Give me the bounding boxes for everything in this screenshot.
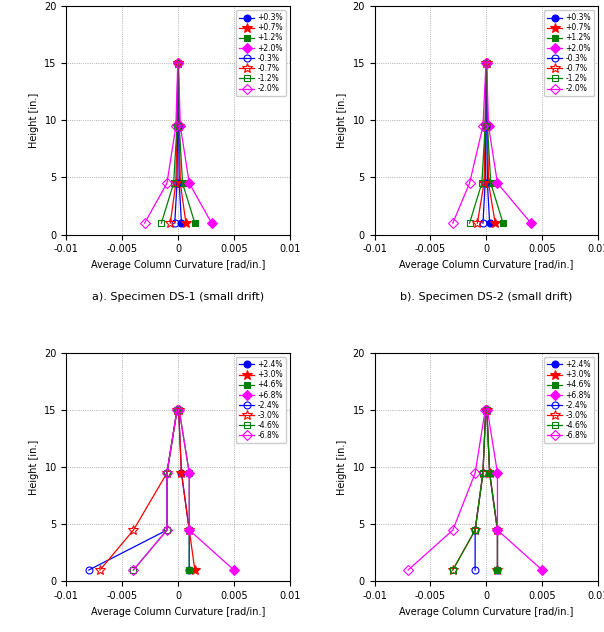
X-axis label: Average Column Curvature [rad/in.]: Average Column Curvature [rad/in.] <box>399 260 573 270</box>
X-axis label: Average Column Curvature [rad/in.]: Average Column Curvature [rad/in.] <box>91 607 265 617</box>
Y-axis label: Height [in.]: Height [in.] <box>337 93 347 148</box>
X-axis label: Average Column Curvature [rad/in.]: Average Column Curvature [rad/in.] <box>91 260 265 270</box>
X-axis label: Average Column Curvature [rad/in.]: Average Column Curvature [rad/in.] <box>399 607 573 617</box>
Text: b). Specimen DS-2 (small drift): b). Specimen DS-2 (small drift) <box>400 291 573 301</box>
Legend: +0.3%, +0.7%, +1.2%, +2.0%, -0.3%, -0.7%, -1.2%, -2.0%: +0.3%, +0.7%, +1.2%, +2.0%, -0.3%, -0.7%… <box>544 10 594 96</box>
Y-axis label: Height [in.]: Height [in.] <box>337 440 347 495</box>
Legend: +2.4%, +3.0%, +4.6%, +6.8%, -2.4%, -3.0%, -4.6%, -6.8%: +2.4%, +3.0%, +4.6%, +6.8%, -2.4%, -3.0%… <box>236 357 286 443</box>
Text: a). Specimen DS-1 (small drift): a). Specimen DS-1 (small drift) <box>92 291 264 301</box>
Legend: +2.4%, +3.0%, +4.6%, +6.8%, -2.4%, -3.0%, -4.6%, -6.8%: +2.4%, +3.0%, +4.6%, +6.8%, -2.4%, -3.0%… <box>544 357 594 443</box>
Legend: +0.3%, +0.7%, +1.2%, +2.0%, -0.3%, -0.7%, -1.2%, -2.0%: +0.3%, +0.7%, +1.2%, +2.0%, -0.3%, -0.7%… <box>236 10 286 96</box>
Y-axis label: Height [in.]: Height [in.] <box>29 440 39 495</box>
Y-axis label: Height [in.]: Height [in.] <box>29 93 39 148</box>
